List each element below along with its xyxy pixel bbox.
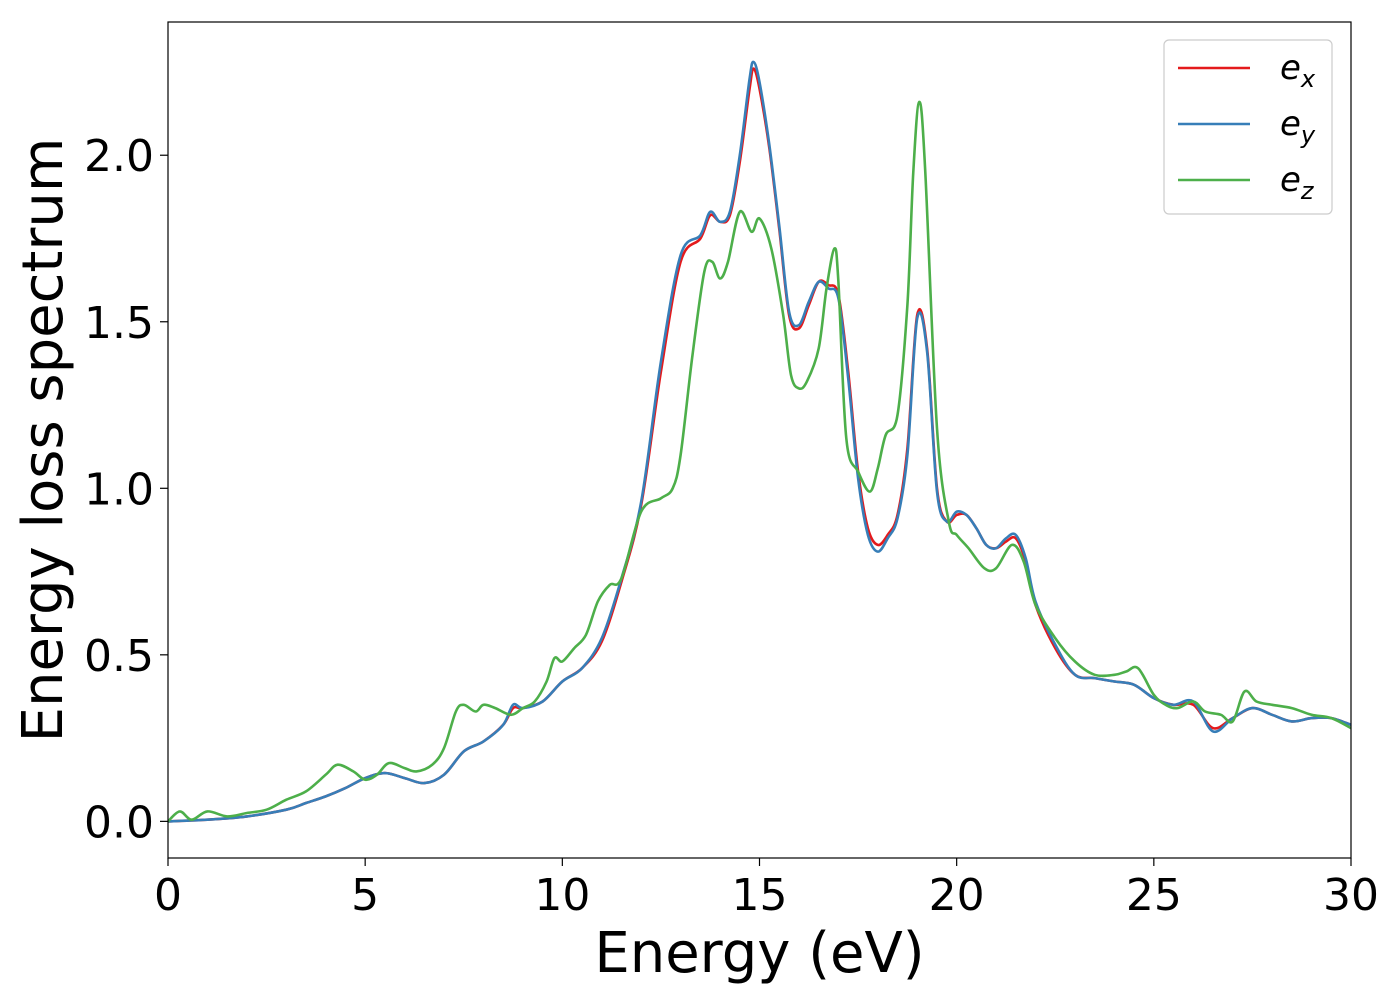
series-line-z xyxy=(168,100,1351,823)
x-tick-label: 10 xyxy=(534,870,590,921)
x-axis-title: Energy (eV) xyxy=(594,921,924,986)
ticks-layer: 0 5 10 15 20 25 30 0.0 0.5 1.0 1.5 2.0 xyxy=(84,131,1379,921)
legend-box xyxy=(1163,39,1333,215)
legend: ex ey ez xyxy=(1163,39,1333,215)
y-axis-title: Energy loss spectrum xyxy=(11,138,76,743)
legend-items: ex ey ez xyxy=(1178,48,1316,205)
series-layer xyxy=(168,60,1351,823)
x-tick-label: 25 xyxy=(1126,870,1182,921)
legend-label-x: ex xyxy=(1280,48,1316,93)
x-tick-label: 20 xyxy=(929,870,985,921)
series-line-y xyxy=(168,60,1351,823)
y-tick-label: 0.0 xyxy=(84,797,154,848)
x-tick-label: 5 xyxy=(351,870,379,921)
y-tick-label: 1.0 xyxy=(84,464,154,515)
y-tick-label: 1.5 xyxy=(84,298,154,349)
y-tick-label: 2.0 xyxy=(84,131,154,182)
legend-label-z: ez xyxy=(1280,160,1315,205)
x-tick-label: 30 xyxy=(1323,870,1379,921)
x-tick-label: 15 xyxy=(732,870,788,921)
y-tick-label: 0.5 xyxy=(84,631,154,682)
x-tick-label: 0 xyxy=(154,870,182,921)
legend-label-y: ey xyxy=(1280,104,1316,149)
